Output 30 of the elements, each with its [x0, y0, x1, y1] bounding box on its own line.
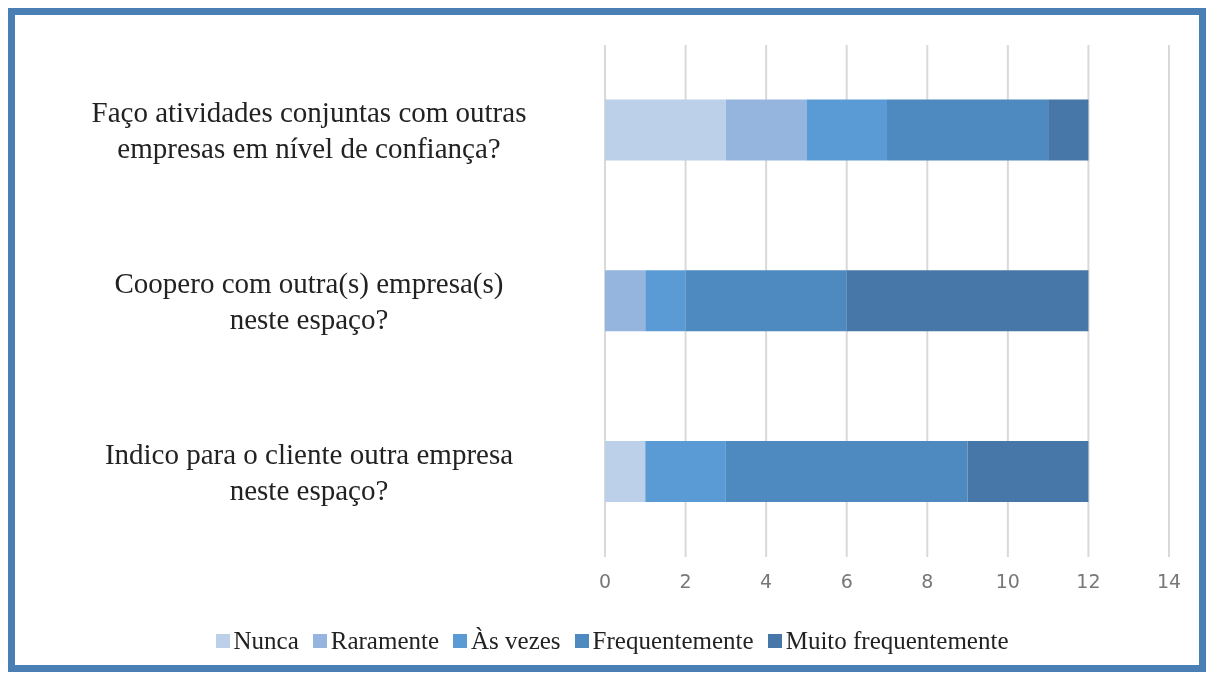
legend-label: Frequentemente: [592, 627, 754, 655]
bar: [605, 270, 646, 332]
y-tick-label: Coopero com outra(s) empresa(s) neste espaço?: [114, 267, 504, 336]
legend-label: Às vezes: [471, 627, 561, 655]
legend-label: Raramente: [330, 627, 440, 655]
x-tick-label: 14: [1156, 570, 1182, 593]
x-tick-label: 12: [1076, 570, 1101, 593]
x-tick-label: 0: [598, 570, 612, 593]
bar: [806, 99, 887, 161]
x-tick-label: 8: [921, 570, 934, 593]
y-tick-label: Faço atividades conjuntas com outras empresas em nível de confiança?: [91, 96, 527, 165]
x-tick-label: 2: [679, 570, 692, 593]
legend-label: Muito frequentemente: [785, 627, 1009, 655]
y-tick-label: Indico para o cliente outra empresa neste espaço?: [104, 437, 514, 506]
x-tick-label: 4: [760, 570, 773, 593]
frame: Nunca Raramente Às vezes Frequentemente Muito frequentemente 0 2 4 6 8 10 12 14 Faço atividades conjuntas com outras empresas em nível de confiança? Coopero com outra(s) empresa(s) neste espaço? Indico para o cliente outra empresa neste espaço?: [8, 8, 1206, 672]
bar: [725, 99, 807, 161]
x-tick-label: 6: [840, 570, 853, 593]
bar: [887, 99, 1049, 161]
legend-label: Nunca: [233, 627, 299, 655]
bar: [1048, 99, 1089, 161]
bar: [846, 270, 1089, 332]
bar: [645, 440, 726, 502]
bar: [725, 440, 968, 502]
bar: [605, 440, 646, 502]
bar: [605, 99, 726, 161]
x-tick-label: 10: [995, 570, 1020, 593]
bar: [685, 270, 847, 332]
bar: [967, 440, 1089, 502]
bar: [645, 270, 686, 332]
